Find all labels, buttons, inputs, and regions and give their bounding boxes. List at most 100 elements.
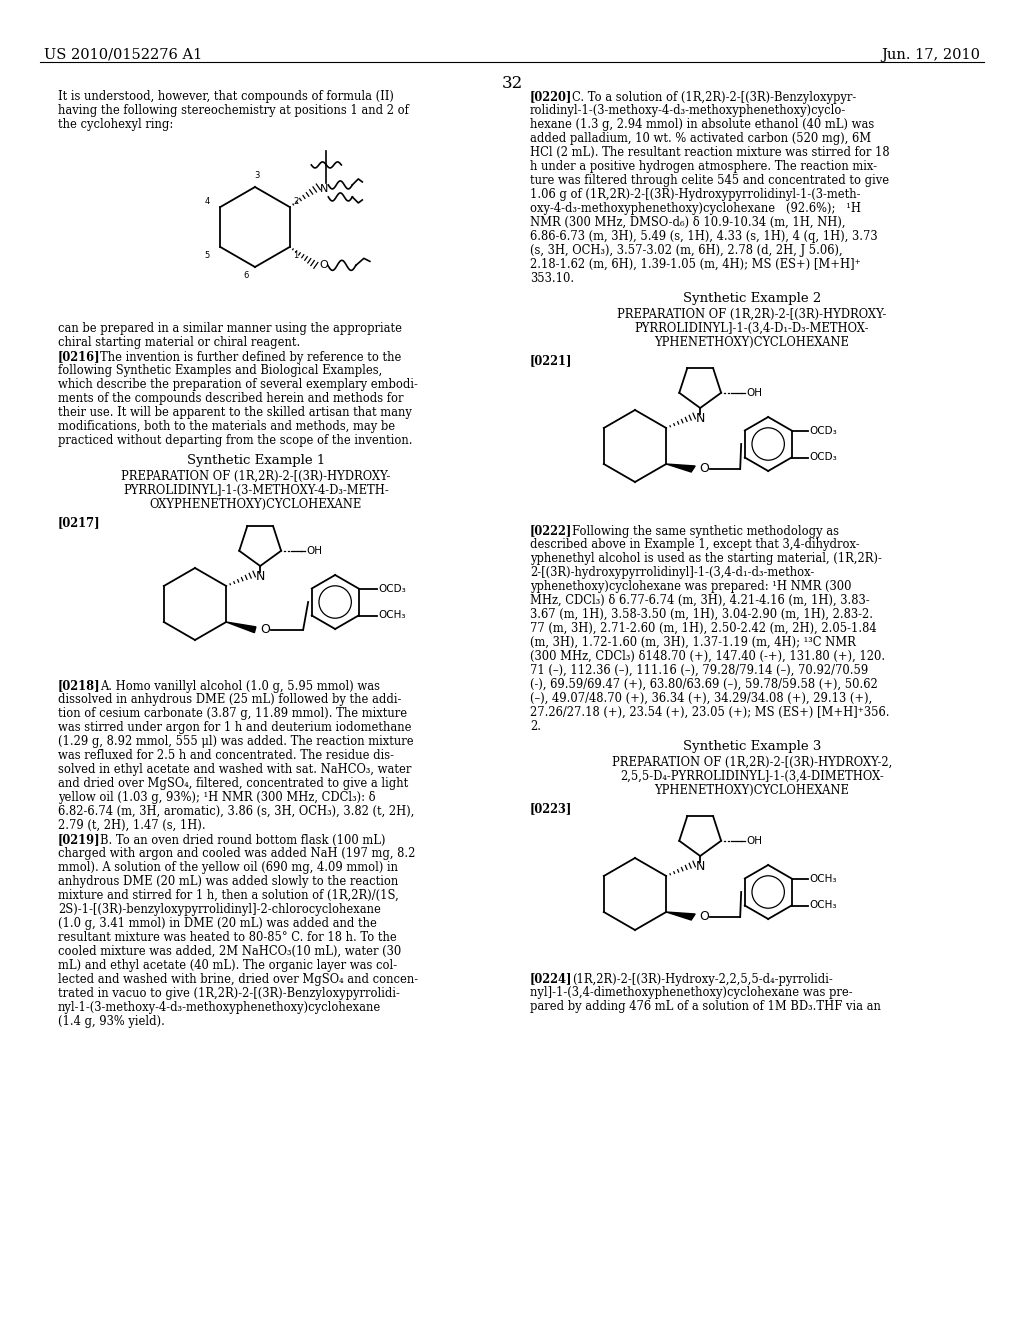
- Text: mmol). A solution of the yellow oil (690 mg, 4.09 mmol) in: mmol). A solution of the yellow oil (690…: [58, 861, 398, 874]
- Text: (-), 69.59/69.47 (+), 63.80/63.69 (–), 59.78/59.58 (+), 50.62: (-), 69.59/69.47 (+), 63.80/63.69 (–), 5…: [530, 678, 878, 690]
- Text: yellow oil (1.03 g, 93%); ¹H NMR (300 MHz, CDCl₃): δ: yellow oil (1.03 g, 93%); ¹H NMR (300 MH…: [58, 791, 376, 804]
- Text: yphenethoxy)cyclohexane was prepared: ¹H NMR (300: yphenethoxy)cyclohexane was prepared: ¹H…: [530, 579, 852, 593]
- Text: 2S)-1-[(3R)-benzyloxypyrrolidinyl]-2-chlorocyclohexane: 2S)-1-[(3R)-benzyloxypyrrolidinyl]-2-chl…: [58, 903, 381, 916]
- Text: 2: 2: [293, 198, 298, 206]
- Text: 3: 3: [254, 170, 260, 180]
- Text: N: N: [321, 183, 329, 194]
- Text: (1R,2R)-2-[(3R)-Hydroxy-2,2,5,5-d₄-pyrrolidi-: (1R,2R)-2-[(3R)-Hydroxy-2,2,5,5-d₄-pyrro…: [572, 973, 833, 986]
- Text: HCl (2 mL). The resultant reaction mixture was stirred for 18: HCl (2 mL). The resultant reaction mixtu…: [530, 147, 890, 158]
- Polygon shape: [667, 465, 695, 473]
- Text: Following the same synthetic methodology as: Following the same synthetic methodology…: [572, 525, 839, 539]
- Text: following Synthetic Examples and Biological Examples,: following Synthetic Examples and Biologi…: [58, 364, 382, 378]
- Text: [0223]: [0223]: [530, 803, 572, 814]
- Text: PREPARATION OF (1R,2R)-2-[(3R)-HYDROXY-: PREPARATION OF (1R,2R)-2-[(3R)-HYDROXY-: [121, 470, 391, 483]
- Text: trated in vacuo to give (1R,2R)-2-[(3R)-Benzyloxypyrrolidi-: trated in vacuo to give (1R,2R)-2-[(3R)-…: [58, 987, 400, 1001]
- Text: practiced without departing from the scope of the invention.: practiced without departing from the sco…: [58, 434, 413, 447]
- Text: OCD₃: OCD₃: [379, 583, 407, 594]
- Text: (m, 3H), 1.72-1.60 (m, 3H), 1.37-1.19 (m, 4H); ¹³C NMR: (m, 3H), 1.72-1.60 (m, 3H), 1.37-1.19 (m…: [530, 636, 856, 649]
- Text: charged with argon and cooled was added NaH (197 mg, 8.2: charged with argon and cooled was added …: [58, 847, 416, 861]
- Text: C. To a solution of (1R,2R)-2-[(3R)-Benzyloxypyr-: C. To a solution of (1R,2R)-2-[(3R)-Benz…: [572, 91, 856, 104]
- Text: US 2010/0152276 A1: US 2010/0152276 A1: [44, 48, 203, 62]
- Text: N: N: [696, 859, 706, 873]
- Text: h under a positive hydrogen atmosphere. The reaction mix-: h under a positive hydrogen atmosphere. …: [530, 160, 877, 173]
- Text: 1.06 g of (1R,2R)-2-[(3R)-Hydroxypyrrolidinyl-1-(3-meth-: 1.06 g of (1R,2R)-2-[(3R)-Hydroxypyrroli…: [530, 187, 860, 201]
- Text: OCH₃: OCH₃: [810, 900, 837, 911]
- Text: anhydrous DME (20 mL) was added slowly to the reaction: anhydrous DME (20 mL) was added slowly t…: [58, 875, 398, 888]
- Text: ture was filtered through celite 545 and concentrated to give: ture was filtered through celite 545 and…: [530, 174, 889, 187]
- Text: which describe the preparation of several exemplary embodi-: which describe the preparation of severa…: [58, 378, 418, 391]
- Text: OCD₃: OCD₃: [810, 453, 838, 462]
- Text: nyl]-1-(3,4-dimethoxyphenethoxy)cyclohexane was pre-: nyl]-1-(3,4-dimethoxyphenethoxy)cyclohex…: [530, 986, 853, 999]
- Polygon shape: [226, 622, 256, 632]
- Text: OH: OH: [746, 836, 762, 846]
- Text: [0217]: [0217]: [58, 516, 100, 529]
- Text: (1.4 g, 93% yield).: (1.4 g, 93% yield).: [58, 1015, 165, 1028]
- Text: The invention is further defined by reference to the: The invention is further defined by refe…: [100, 351, 401, 364]
- Text: Synthetic Example 3: Synthetic Example 3: [683, 741, 821, 752]
- Text: (–), 49.07/48.70 (+), 36.34 (+), 34.29/34.08 (+), 29.13 (+),: (–), 49.07/48.70 (+), 36.34 (+), 34.29/3…: [530, 692, 872, 705]
- Text: OCH₃: OCH₃: [379, 610, 407, 620]
- Text: N: N: [256, 569, 265, 582]
- Text: O: O: [319, 260, 329, 271]
- Text: (s, 3H, OCH₃), 3.57-3.02 (m, 6H), 2.78 (d, 2H, J 5.06),: (s, 3H, OCH₃), 3.57-3.02 (m, 6H), 2.78 (…: [530, 244, 843, 257]
- Text: mL) and ethyl acetate (40 mL). The organic layer was col-: mL) and ethyl acetate (40 mL). The organ…: [58, 960, 397, 972]
- Text: 4: 4: [205, 198, 210, 206]
- Text: 2.79 (t, 2H), 1.47 (s, 1H).: 2.79 (t, 2H), 1.47 (s, 1H).: [58, 818, 206, 832]
- Text: N: N: [696, 412, 706, 425]
- Text: [0216]: [0216]: [58, 350, 100, 363]
- Text: solved in ethyl acetate and washed with sat. NaHCO₃, water: solved in ethyl acetate and washed with …: [58, 763, 412, 776]
- Text: 3.67 (m, 1H), 3.58-3.50 (m, 1H), 3.04-2.90 (m, 1H), 2.83-2.: 3.67 (m, 1H), 3.58-3.50 (m, 1H), 3.04-2.…: [530, 609, 873, 620]
- Text: OCH₃: OCH₃: [810, 874, 837, 883]
- Text: OH: OH: [746, 388, 762, 397]
- Text: resultant mixture was heated to 80-85° C. for 18 h. To the: resultant mixture was heated to 80-85° C…: [58, 931, 396, 944]
- Text: mixture and stirred for 1 h, then a solution of (1R,2R)/(1S,: mixture and stirred for 1 h, then a solu…: [58, 888, 398, 902]
- Text: NMR (300 MHz, DMSO-d₆) δ 10.9-10.34 (m, 1H, NH),: NMR (300 MHz, DMSO-d₆) δ 10.9-10.34 (m, …: [530, 216, 846, 228]
- Text: [0222]: [0222]: [530, 524, 572, 537]
- Text: their use. It will be apparent to the skilled artisan that many: their use. It will be apparent to the sk…: [58, 407, 412, 418]
- Text: YPHENETHOXY)CYCLOHEXANE: YPHENETHOXY)CYCLOHEXANE: [654, 784, 850, 797]
- Text: (1.29 g, 8.92 mmol, 555 μl) was added. The reaction mixture: (1.29 g, 8.92 mmol, 555 μl) was added. T…: [58, 735, 414, 748]
- Text: 6.82-6.74 (m, 3H, aromatic), 3.86 (s, 3H, OCH₃), 3.82 (t, 2H),: 6.82-6.74 (m, 3H, aromatic), 3.86 (s, 3H…: [58, 805, 415, 818]
- Text: 71 (–), 112.36 (–), 111.16 (–), 79.28/79.14 (–), 70.92/70.59: 71 (–), 112.36 (–), 111.16 (–), 79.28/79…: [530, 664, 868, 677]
- Text: 5: 5: [205, 251, 210, 260]
- Text: YPHENETHOXY)CYCLOHEXANE: YPHENETHOXY)CYCLOHEXANE: [654, 337, 850, 348]
- Text: chiral starting material or chiral reagent.: chiral starting material or chiral reage…: [58, 337, 300, 348]
- Text: It is understood, however, that compounds of formula (II): It is understood, however, that compound…: [58, 90, 394, 103]
- Text: lected and washed with brine, dried over MgSO₄ and concen-: lected and washed with brine, dried over…: [58, 973, 418, 986]
- Text: B. To an oven dried round bottom flask (100 mL): B. To an oven dried round bottom flask (…: [100, 834, 385, 847]
- Text: [0221]: [0221]: [530, 354, 572, 367]
- Text: O: O: [699, 911, 709, 924]
- Text: OH: OH: [306, 545, 323, 556]
- Text: tion of cesium carbonate (3.87 g, 11.89 mmol). The mixture: tion of cesium carbonate (3.87 g, 11.89 …: [58, 708, 408, 719]
- Text: the cyclohexyl ring:: the cyclohexyl ring:: [58, 117, 173, 131]
- Text: [0219]: [0219]: [58, 833, 100, 846]
- Text: [0220]: [0220]: [530, 90, 572, 103]
- Text: hexane (1.3 g, 2.94 mmol) in absolute ethanol (40 mL) was: hexane (1.3 g, 2.94 mmol) in absolute et…: [530, 117, 874, 131]
- Text: (1.0 g, 3.41 mmol) in DME (20 mL) was added and the: (1.0 g, 3.41 mmol) in DME (20 mL) was ad…: [58, 917, 377, 931]
- Text: O: O: [699, 462, 709, 475]
- Text: Synthetic Example 1: Synthetic Example 1: [186, 454, 326, 467]
- Text: modifications, both to the materials and methods, may be: modifications, both to the materials and…: [58, 420, 395, 433]
- Text: 6.86-6.73 (m, 3H), 5.49 (s, 1H), 4.33 (s, 1H), 4 (q, 1H), 3.73: 6.86-6.73 (m, 3H), 5.49 (s, 1H), 4.33 (s…: [530, 230, 878, 243]
- Text: 32: 32: [502, 75, 522, 92]
- Text: O: O: [260, 623, 270, 636]
- Text: 2.: 2.: [530, 719, 541, 733]
- Text: nyl-1-(3-methoxy-4-d₃-methoxyphenethoxy)cyclohexane: nyl-1-(3-methoxy-4-d₃-methoxyphenethoxy)…: [58, 1001, 381, 1014]
- Text: can be prepared in a similar manner using the appropriate: can be prepared in a similar manner usin…: [58, 322, 402, 335]
- Text: Jun. 17, 2010: Jun. 17, 2010: [881, 48, 980, 62]
- Text: MHz, CDCl₃) δ 6.77-6.74 (m, 3H), 4.21-4.16 (m, 1H), 3.83-: MHz, CDCl₃) δ 6.77-6.74 (m, 3H), 4.21-4.…: [530, 594, 869, 607]
- Text: Synthetic Example 2: Synthetic Example 2: [683, 292, 821, 305]
- Text: (300 MHz, CDCl₃) δ148.70 (+), 147.40 (-+), 131.80 (+), 120.: (300 MHz, CDCl₃) δ148.70 (+), 147.40 (-+…: [530, 649, 885, 663]
- Text: rolidinyl-1-(3-methoxy-4-d₃-methoxyphenethoxy)cyclo-: rolidinyl-1-(3-methoxy-4-d₃-methoxyphene…: [530, 104, 846, 117]
- Text: PREPARATION OF (1R,2R)-2-[(3R)-HYDROXY-2,: PREPARATION OF (1R,2R)-2-[(3R)-HYDROXY-2…: [612, 756, 892, 770]
- Text: yphenethyl alcohol is used as the starting material, (1R,2R)-: yphenethyl alcohol is used as the starti…: [530, 552, 882, 565]
- Text: having the following stereochemistry at positions 1 and 2 of: having the following stereochemistry at …: [58, 104, 409, 117]
- Polygon shape: [667, 912, 695, 920]
- Text: 2,5,5-D₄-PYRROLIDINYL]-1-(3,4-DIMETHOX-: 2,5,5-D₄-PYRROLIDINYL]-1-(3,4-DIMETHOX-: [621, 770, 884, 783]
- Text: added palladium, 10 wt. % activated carbon (520 mg), 6M: added palladium, 10 wt. % activated carb…: [530, 132, 871, 145]
- Text: pared by adding 476 mL of a solution of 1M BD₃.THF via an: pared by adding 476 mL of a solution of …: [530, 1001, 881, 1012]
- Text: 77 (m, 3H), 2.71-2.60 (m, 1H), 2.50-2.42 (m, 2H), 2.05-1.84: 77 (m, 3H), 2.71-2.60 (m, 1H), 2.50-2.42…: [530, 622, 877, 635]
- Text: was stirred under argon for 1 h and deuterium iodomethane: was stirred under argon for 1 h and deut…: [58, 721, 412, 734]
- Text: 2.18-1.62 (m, 6H), 1.39-1.05 (m, 4H); MS (ES+) [M+H]⁺: 2.18-1.62 (m, 6H), 1.39-1.05 (m, 4H); MS…: [530, 257, 861, 271]
- Text: 27.26/27.18 (+), 23.54 (+), 23.05 (+); MS (ES+) [M+H]⁺356.: 27.26/27.18 (+), 23.54 (+), 23.05 (+); M…: [530, 706, 890, 719]
